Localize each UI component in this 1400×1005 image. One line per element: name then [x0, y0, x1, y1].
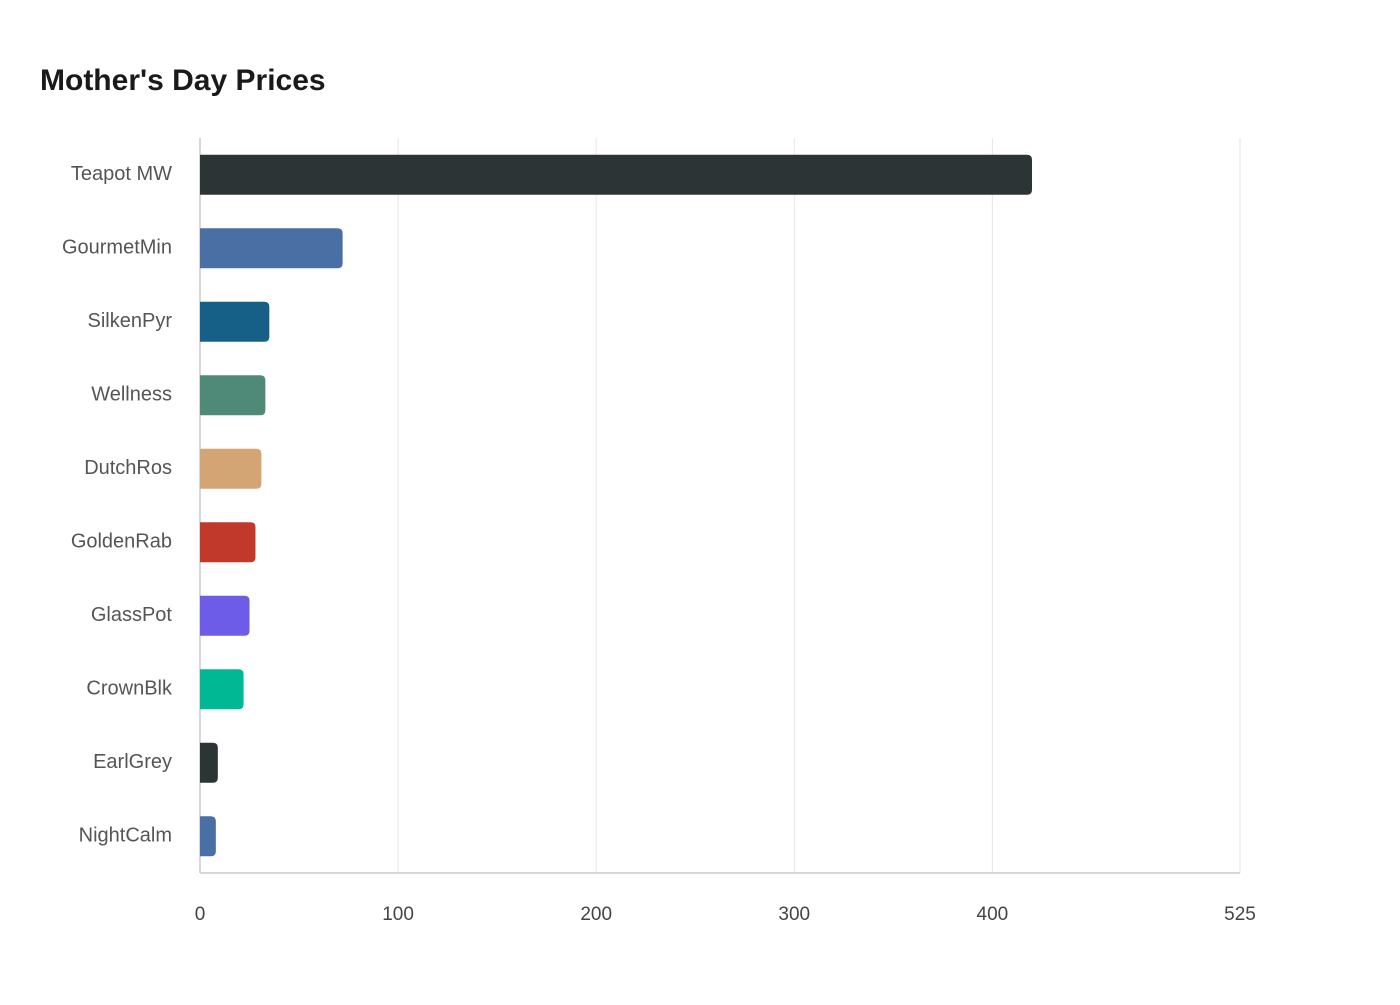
bar: [200, 228, 343, 269]
y-tick-label: GlassPot: [91, 604, 173, 626]
bar: [200, 522, 256, 563]
x-tick-label: 400: [977, 904, 1009, 925]
y-tick-label: EarlGrey: [93, 751, 172, 773]
x-tick-label: 0: [195, 904, 206, 925]
y-tick-label: SilkenPyr: [88, 310, 173, 332]
bar: [200, 669, 244, 710]
y-tick-label: NightCalm: [79, 825, 172, 847]
bar: [200, 595, 250, 636]
x-tick-label: 200: [580, 904, 612, 925]
x-tick-label: 525: [1224, 904, 1256, 925]
bar: [200, 375, 266, 416]
y-tick-label: Wellness: [91, 384, 172, 406]
y-tick-label: GoldenRab: [71, 531, 172, 553]
y-tick-label: GourmetMin: [62, 237, 172, 259]
x-tick-label: 100: [382, 904, 414, 925]
y-tick-label: CrownBlk: [86, 678, 173, 700]
bar: [200, 154, 1032, 195]
bar: [200, 448, 262, 489]
y-tick-label: Teapot MW: [71, 163, 172, 185]
y-tick-label: DutchRos: [84, 457, 172, 479]
chart-title: Mother's Day Prices: [40, 64, 326, 97]
bar: [200, 301, 270, 342]
x-tick-label: 300: [778, 904, 810, 925]
bar: [200, 816, 216, 857]
bar: [200, 742, 218, 783]
